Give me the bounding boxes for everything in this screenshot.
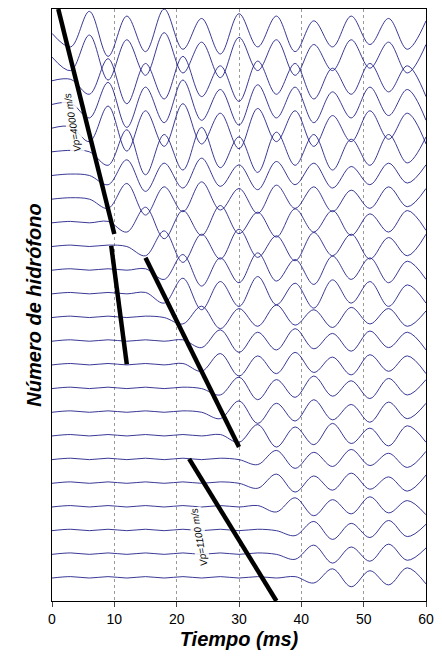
svg-text:40: 40 [294, 611, 310, 627]
svg-text:20: 20 [169, 611, 185, 627]
svg-text:10: 10 [107, 611, 123, 627]
svg-text:Vp=4000 m/s: Vp=4000 m/s [62, 93, 83, 153]
svg-text:0: 0 [48, 611, 56, 627]
svg-text:Vp=1100 m/s: Vp=1100 m/s [188, 507, 209, 566]
svg-text:50: 50 [356, 611, 372, 627]
svg-text:Número de hidrófono: Número de hidrófono [23, 203, 45, 406]
svg-text:60: 60 [418, 611, 434, 627]
svg-text:30: 30 [231, 611, 247, 627]
svg-text:Tiempo (ms): Tiempo (ms) [180, 628, 299, 650]
